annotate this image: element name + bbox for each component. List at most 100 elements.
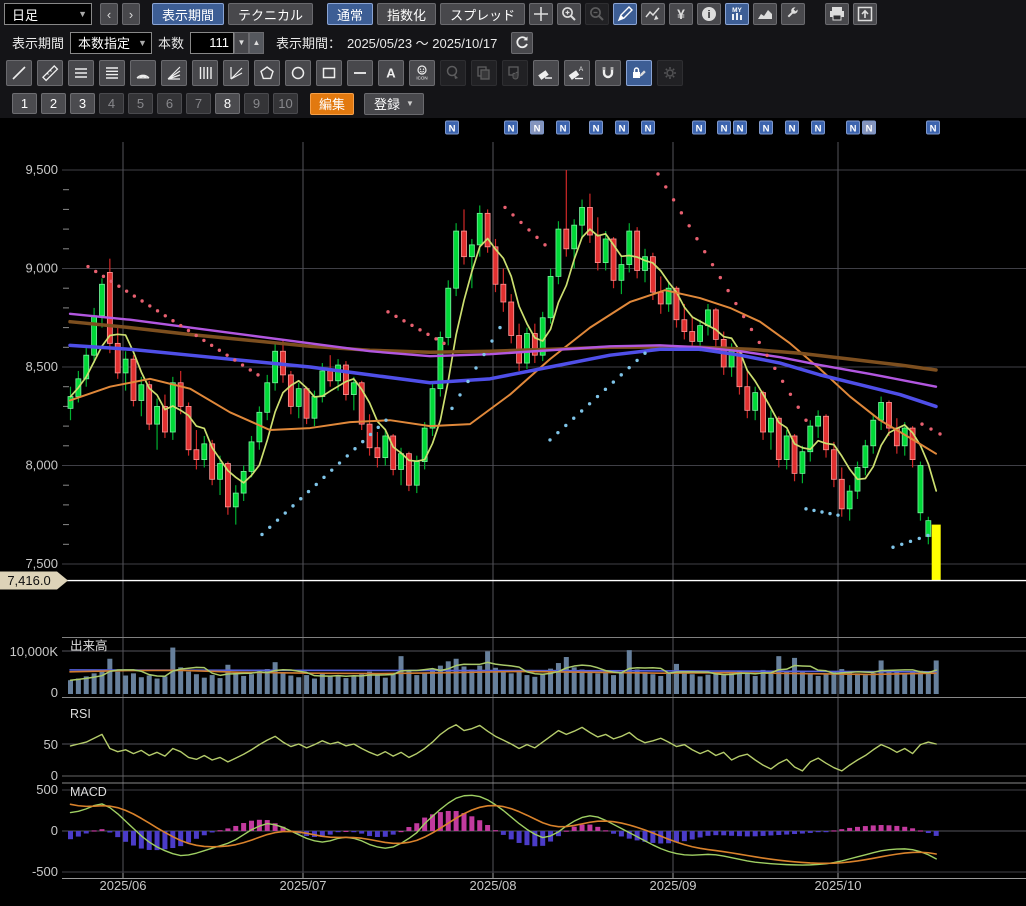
v-lines-tool-button[interactable] [192, 60, 218, 86]
eraser-tool-button[interactable] [533, 60, 559, 86]
wrench-button[interactable] [781, 3, 806, 25]
my-chart-button[interactable]: MY [725, 3, 750, 25]
fan-lines-icon [167, 66, 181, 80]
rectangle-tool-button[interactable] [316, 60, 342, 86]
crosshair-button[interactable] [529, 3, 554, 25]
fib-arc-tool-button[interactable] [130, 60, 156, 86]
info-button[interactable]: i [697, 3, 722, 25]
volume-bar [154, 678, 160, 694]
volume-bar [437, 665, 443, 694]
toolbar-button-3[interactable]: 指数化 [377, 3, 437, 25]
lock-edit-tool-button[interactable] [626, 60, 652, 86]
eraser-text-tool-button[interactable]: A [564, 60, 590, 86]
preset-3-button[interactable]: 3 [70, 93, 95, 114]
fan-lines-tool-button[interactable] [161, 60, 187, 86]
h-lines-4-tool-button[interactable] [99, 60, 125, 86]
preset-6-button[interactable]: 6 [157, 93, 182, 114]
volume-bar [729, 673, 735, 694]
next-button[interactable]: › [122, 3, 140, 25]
news-marker[interactable]: N [589, 120, 603, 135]
macd-histogram-bar [917, 830, 923, 832]
count-down-button[interactable]: ▼ [233, 31, 249, 54]
candle-body [177, 382, 184, 407]
preset-10-button[interactable]: 10 [273, 93, 298, 114]
icon-stamp-tool-button[interactable]: ICON [409, 60, 435, 86]
zoom-in-button[interactable] [557, 3, 582, 25]
reset-period-button[interactable] [511, 31, 534, 54]
sar-down-dot [749, 327, 754, 332]
count-up-button[interactable]: ▲ [248, 31, 264, 54]
pentagon-tool-button[interactable] [254, 60, 280, 86]
toolbar-button-4[interactable]: スプレッド [440, 3, 526, 25]
volume-bar [367, 671, 373, 694]
angle-lines-tool-button[interactable] [223, 60, 249, 86]
candle-body [295, 388, 302, 407]
prev-button[interactable]: ‹ [100, 3, 118, 25]
magnet-tool-button[interactable] [595, 60, 621, 86]
undo-arrow-tool-button[interactable] [440, 60, 466, 86]
ruler-tool-button[interactable] [37, 60, 63, 86]
zoom-out-button[interactable] [585, 3, 610, 25]
timeframe-select[interactable]: 日足 ▼ [4, 3, 92, 25]
volume-bar [178, 667, 184, 694]
macd-histogram-bar [477, 820, 483, 831]
h-segment-tool-button[interactable] [347, 60, 373, 86]
settings-gear-tool-button[interactable] [657, 60, 683, 86]
drag-hand-tool-button[interactable] [502, 60, 528, 86]
preset-7-button[interactable]: 7 [186, 93, 211, 114]
draw-pencil-button[interactable] [613, 3, 638, 25]
preset-8-button[interactable]: 8 [215, 93, 240, 114]
macd-histogram-bar [461, 813, 467, 831]
copy-tool-button[interactable] [471, 60, 497, 86]
news-marker[interactable]: N [445, 120, 459, 135]
news-marker[interactable]: N [811, 120, 825, 135]
period-mode-select[interactable]: 本数指定 ▼ [70, 31, 152, 54]
popout-button[interactable] [853, 3, 878, 25]
trendline-tool-button[interactable] [6, 60, 32, 86]
trend-cursor-button[interactable] [641, 3, 666, 25]
news-marker[interactable]: N [641, 120, 655, 135]
preset-4-button[interactable]: 4 [99, 93, 124, 114]
edit-button[interactable]: 編集 [310, 92, 355, 115]
sar-up-dot [564, 423, 568, 428]
sar-down-dot [679, 211, 684, 215]
news-marker[interactable]: N [530, 120, 544, 135]
chevron-down-icon: ▼ [406, 99, 414, 108]
bar-count-input[interactable] [189, 31, 234, 54]
news-marker[interactable]: N [615, 120, 629, 135]
h-lines-3-tool-button[interactable] [68, 60, 94, 86]
register-button[interactable]: 登録 ▼ [364, 92, 424, 115]
news-marker[interactable]: N [926, 120, 940, 135]
news-marker[interactable]: N [692, 120, 706, 135]
toolbar-button-1[interactable]: テクニカル [228, 3, 314, 25]
sar-up-dot [299, 497, 303, 501]
news-marker[interactable]: N [733, 120, 747, 135]
news-marker[interactable]: N [556, 120, 570, 135]
candle-body [775, 417, 782, 460]
news-marker[interactable]: N [862, 120, 876, 135]
news-marker[interactable]: N [846, 120, 860, 135]
news-marker[interactable]: N [717, 120, 731, 135]
volume-bar [658, 675, 664, 694]
yen-button[interactable]: ¥ [669, 3, 694, 25]
sar-up-dot [643, 351, 647, 355]
news-marker[interactable]: N [504, 120, 518, 135]
news-marker[interactable]: N [785, 120, 799, 135]
circle-tool-button[interactable] [285, 60, 311, 86]
macd-histogram-bar [555, 831, 561, 837]
area-chart-button[interactable] [753, 3, 778, 25]
preset-2-button[interactable]: 2 [41, 93, 66, 114]
preset-9-button[interactable]: 9 [244, 93, 269, 114]
preset-5-button[interactable]: 5 [128, 93, 153, 114]
toolbar-button-2[interactable]: 通常 [327, 3, 374, 25]
preset-1-button[interactable]: 1 [12, 93, 37, 114]
printer-button[interactable] [825, 3, 850, 25]
text-tool-button[interactable]: A [378, 60, 404, 86]
macd-histogram-bar [823, 831, 829, 833]
news-marker[interactable]: N [759, 120, 773, 135]
sar-up-dot [595, 394, 600, 399]
toolbar-button-0[interactable]: 表示期間 [152, 3, 225, 25]
sar-up-dot [908, 539, 913, 544]
